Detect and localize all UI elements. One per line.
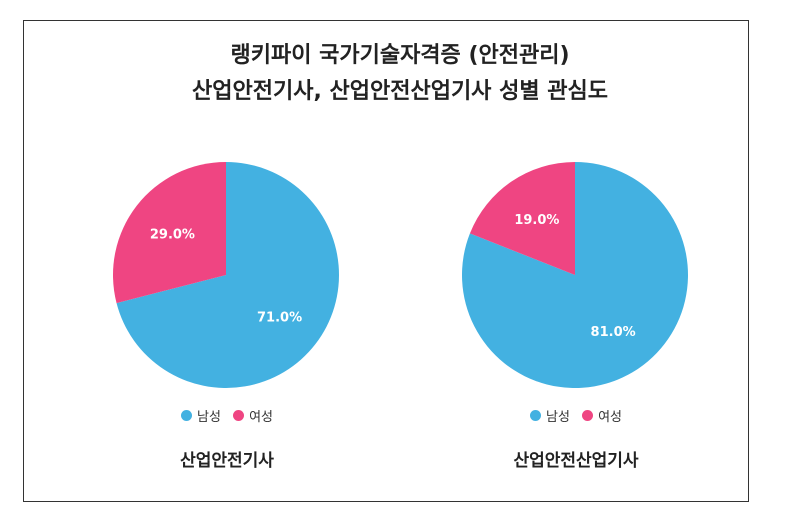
legend-item-male[interactable]: 남성 (530, 406, 570, 425)
pie-slice-female[interactable] (469, 162, 575, 275)
title-line-2: 산업안전기사, 산업안전산업기사 성별 관심도 (192, 79, 608, 104)
legend-label-male: 남성 (197, 410, 221, 425)
pie-chart-2: 81.0% 19.0% 남성 여성 산업안전산업기사 (401, 138, 751, 478)
legend-dot-male (181, 410, 192, 421)
pie-slice-female[interactable] (113, 162, 226, 304)
title-line-1: 랭키파이 국가기술자격증 (안전관리) (230, 43, 570, 68)
page-title: 랭키파이 국가기술자격증 (안전관리) 산업안전기사, 산업안전산업기사 성별 … (0, 38, 800, 110)
legend-dot-female (233, 410, 245, 421)
legend-label-female: 여성 (598, 410, 622, 425)
legend-dot-female (582, 410, 594, 421)
pie-svg-1: 71.0% 29.0% (113, 162, 339, 388)
legend-label-female: 여성 (249, 410, 273, 425)
legend-2: 남성 여성 (401, 406, 751, 425)
chart-title-1: 산업안전기사 (180, 451, 274, 471)
pie-label-male: 71.0% (257, 311, 302, 326)
legend-label-male: 남성 (546, 410, 570, 425)
legend-item-female[interactable]: 여성 (582, 406, 622, 425)
chart-title-2: 산업안전산업기사 (513, 451, 639, 471)
legend-1: 남성 여성 (52, 406, 402, 425)
pie-svg-2: 81.0% 19.0% (461, 162, 688, 388)
pie-slice-male[interactable] (116, 162, 339, 388)
legend-item-male[interactable]: 남성 (181, 406, 221, 425)
pie-label-female: 19.0% (514, 213, 559, 228)
pie-label-male: 81.0% (591, 325, 636, 340)
legend-dot-male (530, 410, 541, 421)
legend-item-female[interactable]: 여성 (233, 406, 273, 425)
pie-chart-1: 71.0% 29.0% 남성 여성 산업안전기사 (52, 138, 402, 478)
pie-label-female: 29.0% (150, 227, 195, 242)
pie-slice-male[interactable] (461, 162, 688, 388)
